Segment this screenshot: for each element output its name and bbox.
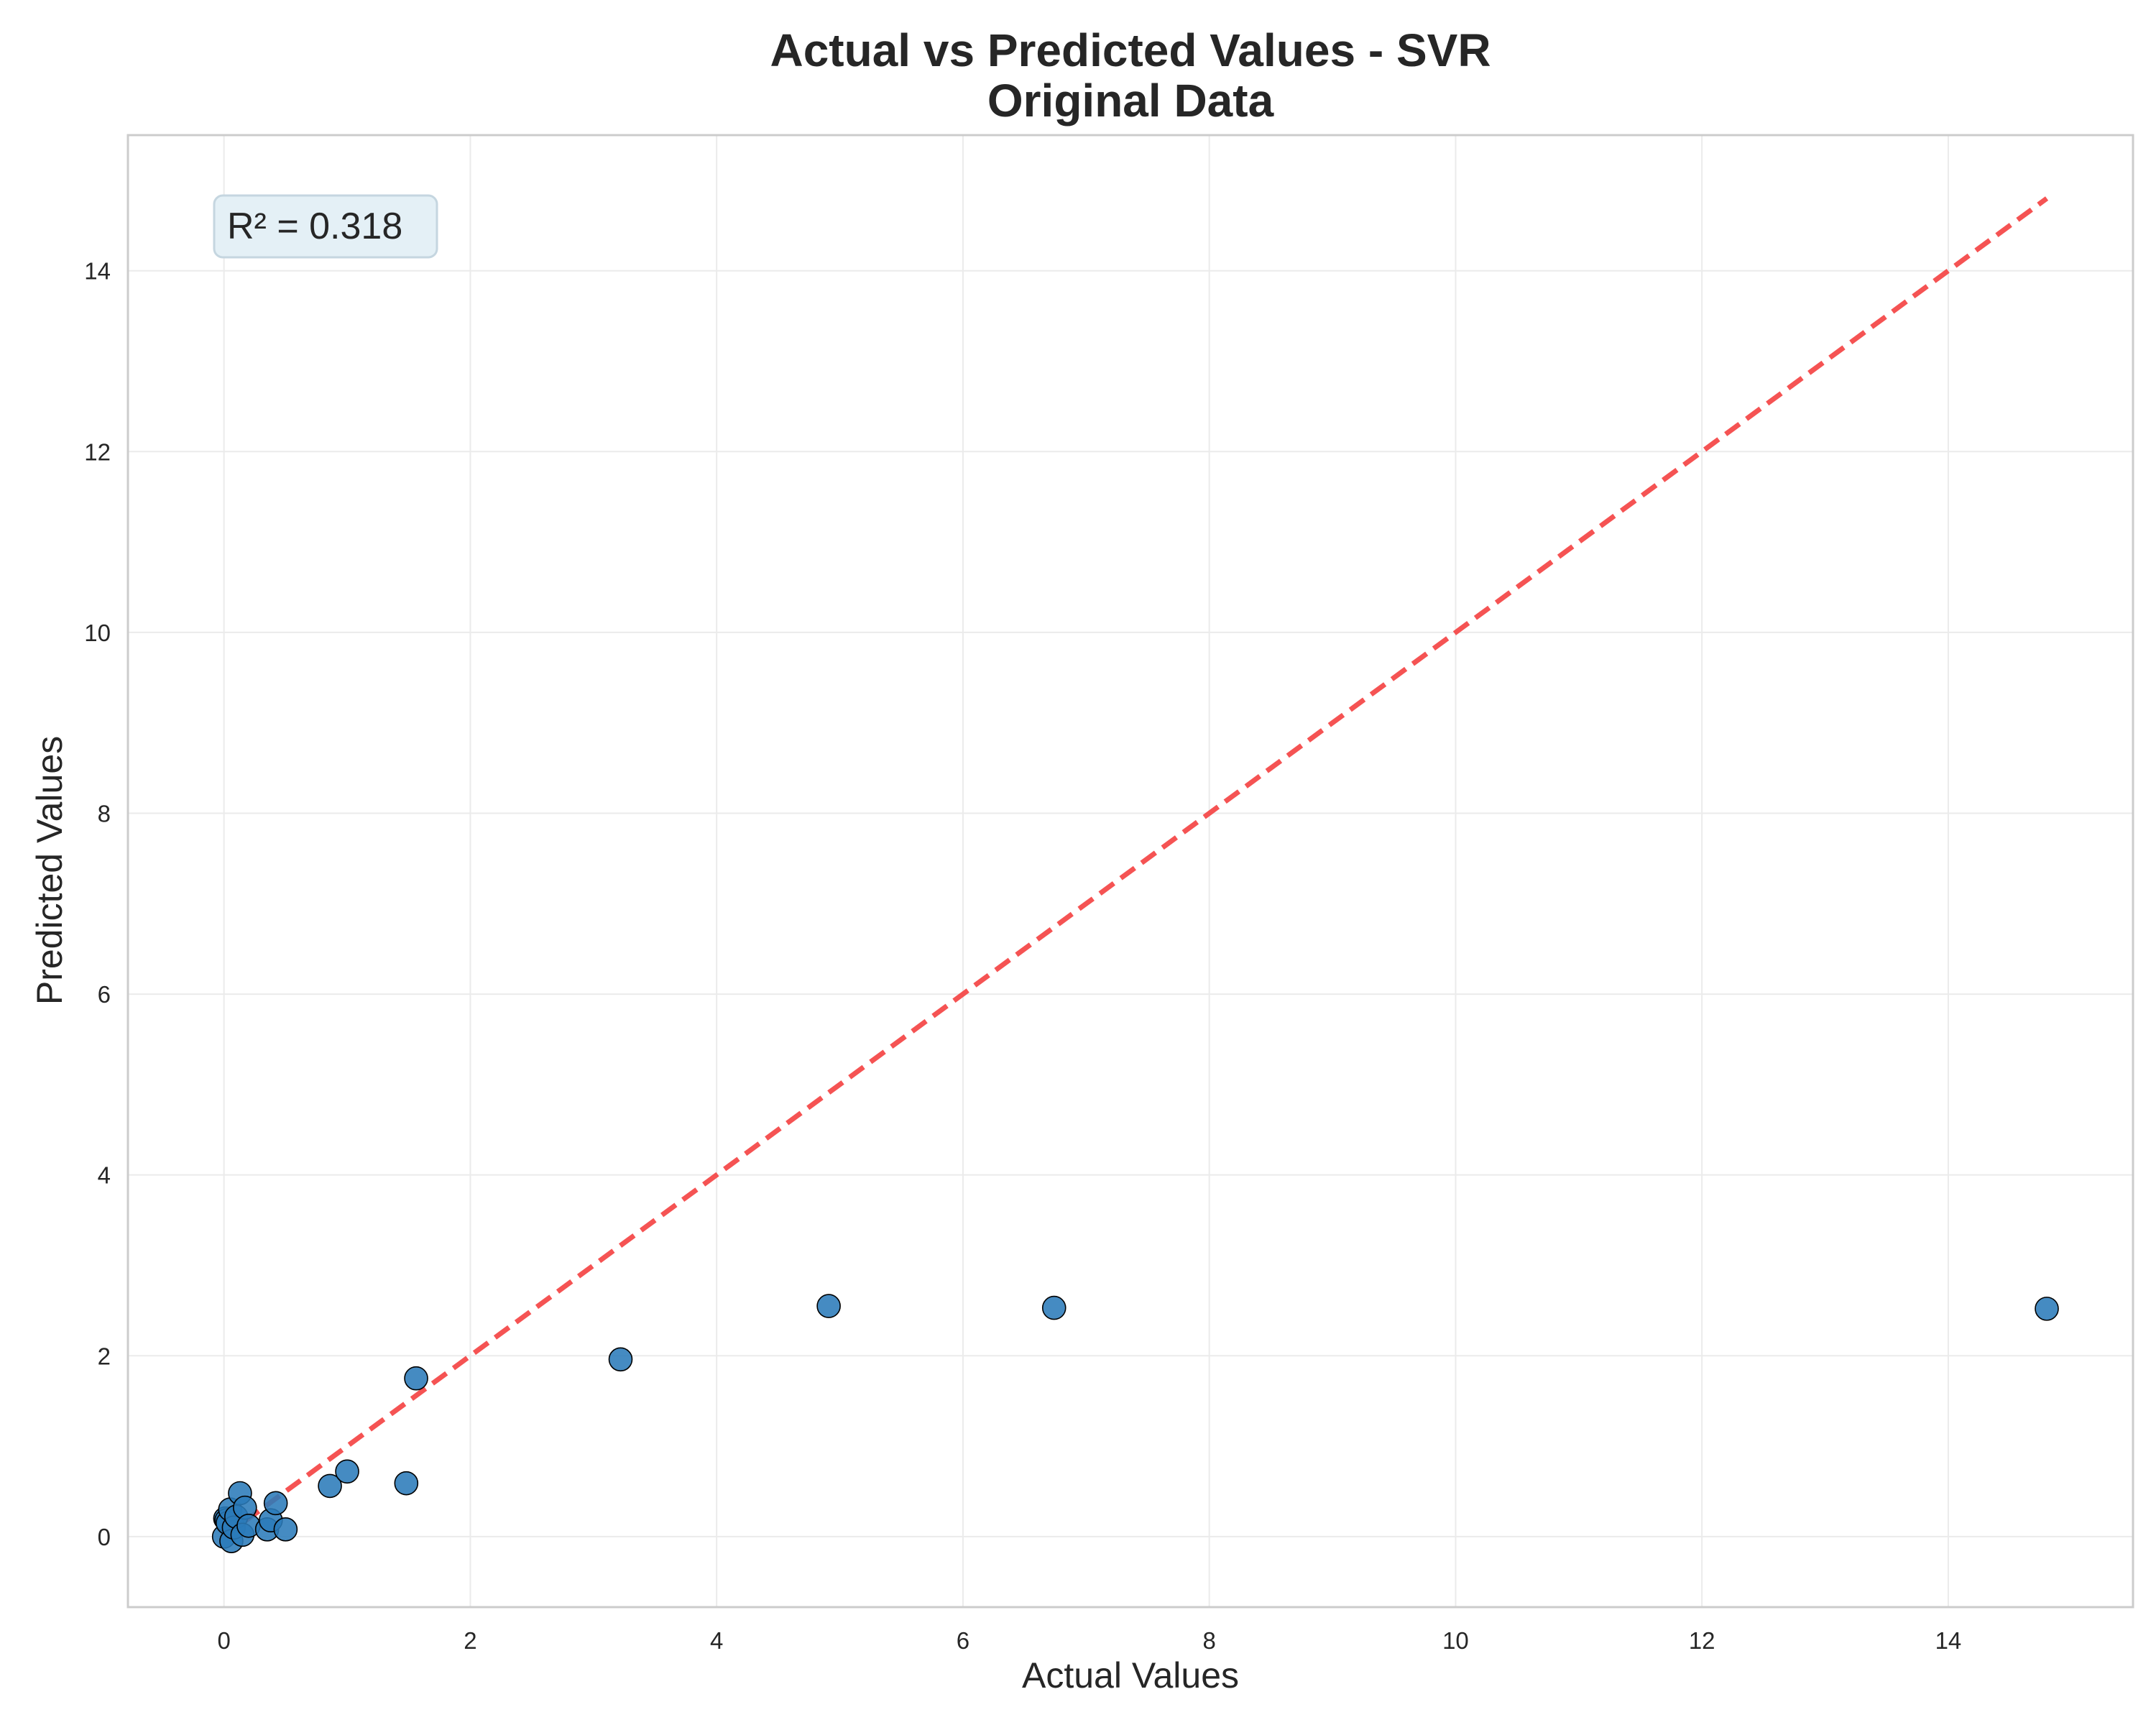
data-point [404, 1366, 428, 1391]
x-tick-label: 12 [1689, 1627, 1715, 1654]
x-axis-label: Actual Values [1022, 1655, 1239, 1696]
data-point [335, 1459, 359, 1484]
reference-line [222, 196, 2049, 1539]
x-tick-label: 4 [710, 1627, 723, 1654]
data-point [318, 1473, 342, 1499]
y-axis-label: Predicted Values [29, 736, 70, 1005]
y-tick-labels: 0 2 4 6 8 10 12 14 [84, 258, 111, 1550]
data-point [394, 1471, 419, 1496]
y-tick-label: 6 [98, 981, 111, 1008]
data-point [273, 1517, 298, 1542]
data-point [1041, 1295, 1067, 1320]
data-point [263, 1491, 288, 1516]
x-tick-label: 2 [464, 1627, 476, 1654]
y-tick-label: 2 [98, 1343, 111, 1369]
r2-annotation: R² = 0.318 [213, 194, 438, 259]
data-point [816, 1294, 841, 1318]
x-tick-label: 8 [1203, 1627, 1216, 1654]
x-tick-labels: 0 2 4 6 8 10 12 14 [217, 1627, 1961, 1654]
x-tick-label: 14 [1935, 1627, 1962, 1654]
grid-lines [128, 135, 2133, 1607]
plot-border [126, 134, 2134, 1609]
y-tick-label: 14 [84, 258, 111, 285]
y-tick-label: 12 [84, 438, 111, 465]
y-tick-label: 8 [98, 800, 111, 827]
y-tick-label: 10 [84, 620, 111, 646]
data-points [211, 1294, 2059, 1553]
y-tick-label: 0 [98, 1524, 111, 1550]
r2-annotation-box [213, 194, 438, 259]
chart-title: Actual vs Predicted Values - SVR [770, 24, 1491, 76]
plot-frame [126, 134, 2134, 1609]
x-tick-label: 10 [1442, 1627, 1469, 1654]
data-point [2035, 1297, 2059, 1321]
y-tick-label: 4 [98, 1162, 111, 1189]
x-tick-label: 0 [217, 1627, 230, 1654]
r2-annotation-text: R² = 0.318 [227, 206, 402, 247]
reference-line-group [222, 196, 2049, 1539]
x-tick-label: 6 [957, 1627, 969, 1654]
chart-subtitle: Original Data [987, 75, 1274, 126]
data-point [608, 1347, 633, 1372]
